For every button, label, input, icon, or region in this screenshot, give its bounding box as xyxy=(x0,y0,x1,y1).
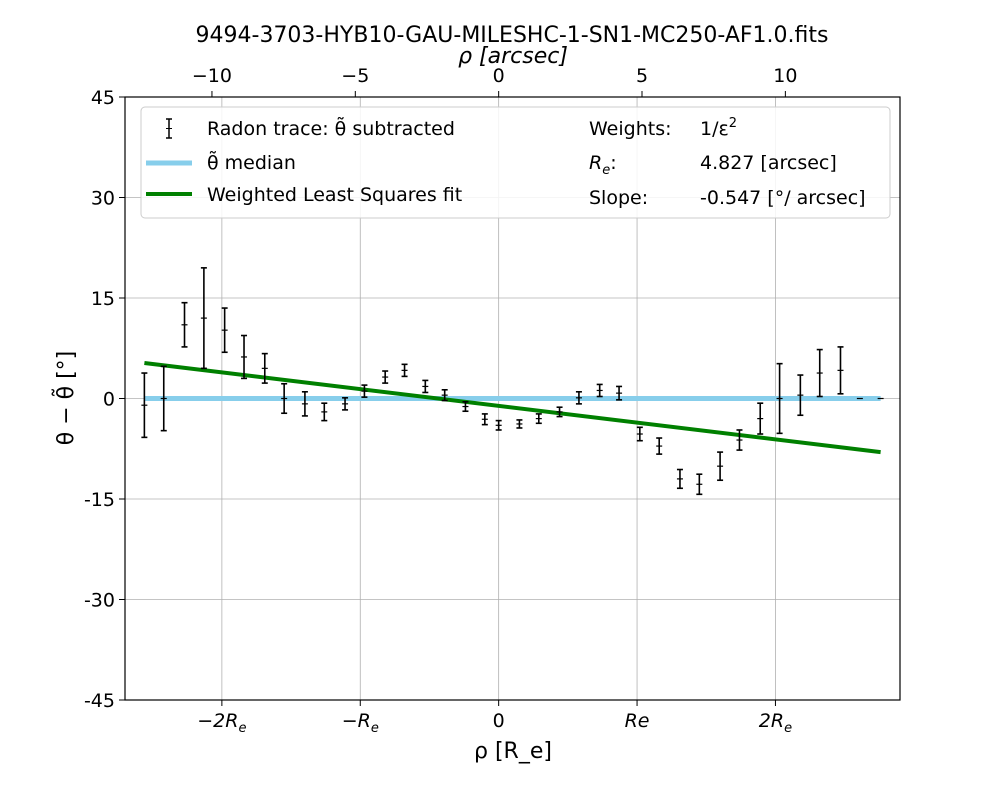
y-tick-label: 45 xyxy=(91,87,115,109)
series-lines xyxy=(144,361,881,455)
data-point xyxy=(736,429,743,451)
data-point xyxy=(361,384,368,398)
data-point xyxy=(797,374,804,417)
data-point xyxy=(696,473,703,496)
weights-value: 1/ε2 xyxy=(700,116,737,140)
x-tick-label: Re xyxy=(625,710,650,732)
data-points xyxy=(141,267,884,496)
data-point xyxy=(422,379,429,394)
legend-label-median: θ̃ median xyxy=(207,149,296,174)
data-point xyxy=(181,301,188,348)
y-axis-ticks: 45 30 15 0 -15 -30 -45 xyxy=(84,87,125,712)
data-point xyxy=(441,388,448,402)
data-point xyxy=(816,348,823,398)
y-tick-label: 15 xyxy=(91,288,115,310)
weights-label: Weights: xyxy=(589,118,672,140)
data-point xyxy=(556,406,563,418)
data-point xyxy=(837,346,844,395)
re-label: Re: xyxy=(589,152,617,178)
data-point xyxy=(462,401,469,413)
data-point xyxy=(160,365,167,432)
data-point xyxy=(481,413,488,426)
data-point xyxy=(757,402,764,435)
data-point xyxy=(776,362,783,435)
data-point xyxy=(401,363,408,378)
legend-label-radon: Radon trace: θ̃ subtracted xyxy=(207,115,455,140)
data-point xyxy=(200,267,207,370)
x-axis-label: ρ [R_e] xyxy=(474,739,552,764)
chart-title: 9494-3703-HYB10-GAU-MILESHC-1-SN1-MC250-… xyxy=(196,23,829,48)
data-point xyxy=(241,334,248,380)
x-tick-label: −2Re xyxy=(197,710,246,736)
y-axis-label: θ − θ̃ [°] xyxy=(51,351,79,446)
x-axis-ticks: −2Re −Re 0 Re 2Re xyxy=(197,700,792,736)
x-tick-label: −Re xyxy=(342,710,379,736)
top-axis-ticks: −10 −5 0 5 10 xyxy=(192,65,797,97)
slope-label: Slope: xyxy=(589,187,648,209)
y-tick-label: -15 xyxy=(84,489,115,511)
x-tick-label: 0 xyxy=(493,710,505,732)
slope-value: -0.547 [°/ arcsec] xyxy=(700,187,866,209)
re-value: 4.827 [arcsec] xyxy=(700,152,837,174)
data-point xyxy=(596,383,603,398)
y-tick-label: -45 xyxy=(84,690,115,712)
data-point xyxy=(656,437,663,455)
y-tick-label: 0 xyxy=(103,389,115,411)
data-point xyxy=(495,419,502,431)
data-point xyxy=(676,468,683,490)
data-point xyxy=(141,372,148,439)
data-point xyxy=(382,370,389,384)
data-point xyxy=(717,451,724,482)
data-point xyxy=(575,390,582,405)
data-point xyxy=(535,413,542,425)
data-point xyxy=(616,385,623,401)
top-tick-label: −5 xyxy=(341,65,369,87)
data-point xyxy=(281,382,288,415)
legend-box xyxy=(140,106,891,219)
data-point xyxy=(301,390,308,417)
top-axis-label: ρ [arcsec] xyxy=(458,44,568,69)
top-tick-label: −10 xyxy=(192,65,232,87)
top-tick-label: 10 xyxy=(773,65,797,87)
legend: Radon trace: θ̃ subtracted θ̃ median Wei… xyxy=(140,106,891,219)
x-tick-label: 2Re xyxy=(759,710,792,736)
data-point xyxy=(636,426,643,442)
plot-frame xyxy=(124,96,901,701)
y-tick-label: -30 xyxy=(84,590,115,612)
legend-marker-errorbar xyxy=(166,118,172,139)
data-point xyxy=(342,397,349,411)
top-tick-label: 0 xyxy=(493,65,505,87)
data-point xyxy=(221,307,228,354)
fit-line xyxy=(144,361,881,455)
data-point xyxy=(321,402,328,422)
y-tick-label: 30 xyxy=(91,188,115,210)
legend-label-fit: Weighted Least Squares fit xyxy=(207,184,462,206)
data-point xyxy=(516,419,523,429)
top-tick-label: 5 xyxy=(636,65,648,87)
data-point xyxy=(261,352,268,384)
